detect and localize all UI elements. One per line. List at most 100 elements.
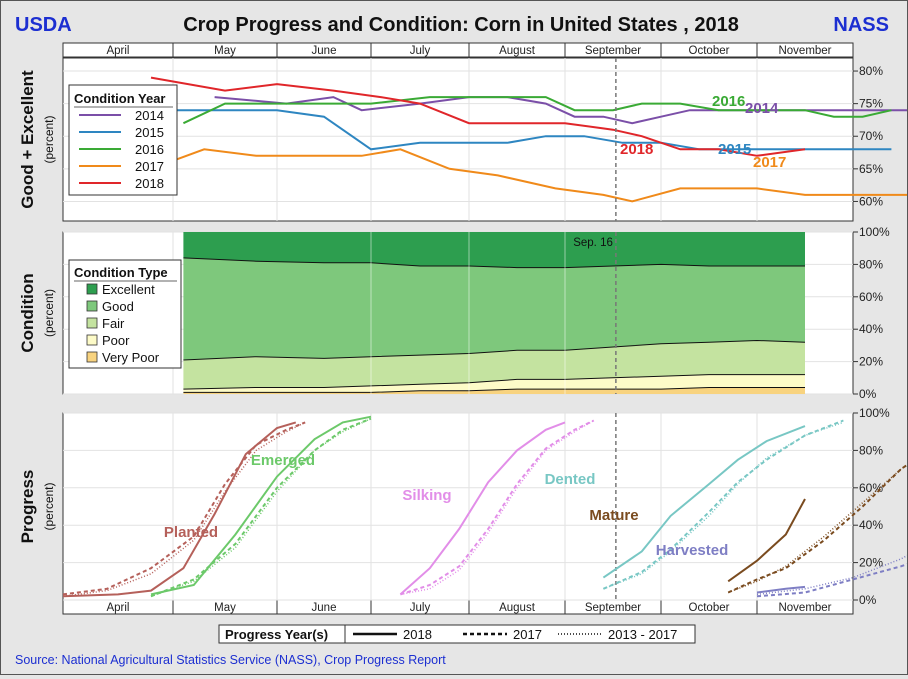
emerged-2017-line (150, 417, 372, 598)
mature-2018-line (727, 498, 806, 583)
dented-2017-line (602, 419, 844, 590)
progress-ytick-label: 20% (859, 556, 883, 570)
bottom-month-month-label: September (585, 602, 641, 614)
condition-year-legend-box (68, 84, 178, 196)
series-2018-end-label: 2018 (620, 141, 653, 158)
bottom-month-bar (62, 599, 854, 615)
legend-label-fair: Fair (102, 316, 125, 331)
boundary-good (183, 257, 805, 269)
bottom-month-month-label: July (410, 602, 431, 614)
emerged-label: Emerged (251, 452, 315, 469)
nass-logo-text: NASS (833, 14, 889, 36)
good-excellent-panel: 60% 65% 70% 75% 80% Good + Excellent (percent)… (18, 57, 908, 222)
progress-panel: 0% 20% 40% 60% 80% 100% Progress (percent) Plant… (18, 406, 908, 607)
condition-ytick-label: 100% (859, 225, 890, 239)
good-excellent-ylabel-sub: (percent) (42, 115, 56, 163)
condition-ytick-label: 60% (859, 290, 883, 304)
bottom-month-month-label: April (106, 602, 129, 614)
silking-avg-line (400, 419, 595, 596)
area-excellent (183, 232, 805, 268)
top-month-month-label: September (585, 45, 641, 57)
series-2016-line (182, 96, 892, 125)
chart-title: Crop Progress and Condition: Corn in Uni… (183, 14, 739, 36)
usda-logo-text: USDA (15, 14, 72, 36)
top-month-month-label: November (778, 45, 831, 57)
legend-swatch-very_poor (86, 351, 98, 363)
progress-legend-box (218, 624, 696, 644)
progress-ytick-label: 40% (859, 518, 883, 532)
legend-swatch-excellent (86, 283, 98, 295)
bottom-month-month-label: May (214, 602, 236, 614)
top-month-month-label: June (312, 45, 337, 57)
legend-label-poor: Poor (102, 333, 130, 348)
silking-2018-line (399, 421, 566, 596)
silking-label: Silking (402, 487, 451, 504)
mature-label: Mature (589, 507, 638, 524)
series-2018-line (150, 76, 806, 157)
top-month-month-label: April (106, 45, 129, 57)
progress-ytick-label: 80% (859, 443, 883, 457)
bottom-month-month-label: June (312, 602, 337, 614)
bottom-month-month-label: August (499, 602, 536, 614)
good-excellent-ytick-label: 60% (859, 194, 883, 208)
bottom-month-month-label: October (689, 602, 730, 614)
legend-swatch-good (86, 300, 98, 312)
source-note: Source: National Agricultural Statistics… (15, 653, 446, 667)
legend-swatch-fair (86, 317, 98, 329)
series-2014-line (214, 96, 908, 125)
condition-ytick-label: 40% (859, 322, 883, 336)
condition-year-legend: Condition Year 2014 2015 2016 2017 2018 (68, 84, 178, 196)
harvested-avg-line (756, 554, 908, 596)
top-month-month-label: July (410, 45, 431, 57)
progress-legend-title: Progress Year(s) (225, 627, 328, 642)
boundary-poor (183, 374, 805, 390)
planted-avg-line (62, 421, 306, 598)
harvested-label: Harvested (656, 542, 729, 559)
series-2015-line (151, 109, 892, 151)
mature-2017-line (727, 463, 908, 594)
good-excellent-ytick-label: 80% (859, 64, 883, 78)
condition-year-legend-title: Condition Year (74, 91, 166, 106)
progress-legend-label-0: 2018 (403, 627, 432, 642)
condition-type-legend: Condition Type Excellent Good Fair Poor Very … (68, 259, 182, 369)
progress-ylabel: Progress (18, 470, 37, 544)
good-excellent-ytick-label: 75% (859, 97, 883, 111)
legend-swatch-poor (86, 334, 98, 346)
legend-label-very_poor: Very Poor (102, 350, 160, 365)
harvested-2018-line (756, 585, 806, 594)
condition-ylabel-sub: (percent) (42, 289, 56, 337)
condition-ylabel: Condition (18, 273, 37, 352)
progress-ylabel-sub: (percent) (42, 482, 56, 530)
top-month-month-label: May (214, 45, 236, 57)
planted-label: Planted (164, 524, 218, 541)
progress-ytick-label: 0% (859, 593, 877, 607)
series-2016-end-label: 2016 (712, 93, 745, 110)
sep16-annotation: Sep. 16 (573, 237, 613, 249)
legend-label-2014: 2014 (135, 108, 164, 123)
condition-panel: 0% 20% 40% 60% 80% 100% Condition (percent) Sep.… (18, 225, 890, 401)
progress-year-legend: Progress Year(s) 2018 2017 2013 - 2017 (218, 624, 696, 644)
legend-label-2018: 2018 (135, 176, 164, 191)
series-2017-line (150, 148, 908, 203)
emerged-avg-line (150, 417, 372, 598)
harvested-2017-line (756, 562, 908, 598)
progress-plot-area (62, 412, 854, 601)
mature-avg-line (727, 463, 908, 594)
good-excellent-ytick-label: 65% (859, 162, 883, 176)
good-excellent-ytick-label: 70% (859, 129, 883, 143)
dented-label: Dented (545, 471, 596, 488)
planted-2018-line (62, 421, 297, 598)
condition-type-legend-title: Condition Type (74, 265, 168, 280)
legend-label-good: Good (102, 299, 134, 314)
condition-ytick-label: 20% (859, 355, 883, 369)
series-2015-end-label: 2015 (718, 141, 751, 158)
condition-ytick-label: 80% (859, 257, 883, 271)
area-poor (183, 374, 805, 393)
progress-legend-label-1: 2017 (513, 627, 542, 642)
silking-2017-line (400, 419, 595, 596)
top-month-bar (62, 42, 854, 58)
condition-type-legend-box (68, 259, 182, 369)
boundary-very_poor (183, 387, 805, 393)
